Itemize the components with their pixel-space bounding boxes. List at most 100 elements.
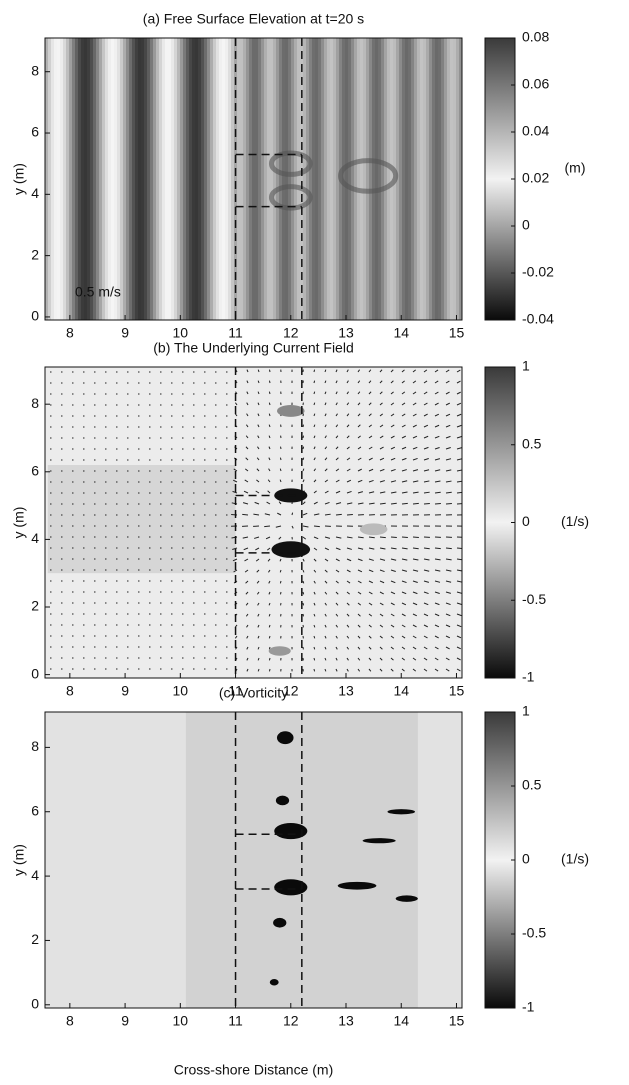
field-cell xyxy=(255,38,259,320)
vector xyxy=(255,558,260,562)
vector xyxy=(368,491,375,494)
vector xyxy=(357,547,364,550)
field-cell xyxy=(351,38,355,320)
vector xyxy=(390,668,394,672)
vector xyxy=(313,402,316,406)
vector xyxy=(434,547,441,550)
vector xyxy=(379,457,385,461)
vector xyxy=(357,536,364,539)
vector xyxy=(346,468,351,472)
x-tick-label: 10 xyxy=(173,683,189,699)
vector xyxy=(401,569,408,572)
field-cell xyxy=(264,38,268,320)
vector xyxy=(456,447,462,450)
vector xyxy=(256,468,260,472)
vector xyxy=(324,569,328,573)
field-cell xyxy=(165,38,169,320)
vector xyxy=(232,547,238,550)
vector xyxy=(357,591,362,595)
field-cell xyxy=(258,38,262,320)
field-cell xyxy=(102,38,106,320)
vector xyxy=(335,646,338,650)
colorbar-tick-label: 0.02 xyxy=(522,170,549,186)
vector xyxy=(379,435,384,439)
vector xyxy=(313,380,316,384)
vector xyxy=(401,602,407,606)
vector xyxy=(346,413,350,417)
field-cell xyxy=(126,38,130,320)
vector xyxy=(379,536,386,539)
vortex xyxy=(271,541,311,558)
field-cell xyxy=(99,38,103,320)
field-cell xyxy=(438,38,442,320)
field-cell xyxy=(231,38,235,320)
vector xyxy=(445,624,451,628)
vector xyxy=(390,624,395,628)
field-cell xyxy=(213,38,217,320)
vector xyxy=(335,413,338,417)
vector xyxy=(268,402,271,406)
vector xyxy=(390,446,396,450)
vector xyxy=(234,635,238,639)
vector xyxy=(245,613,249,617)
vector xyxy=(335,613,339,617)
vector xyxy=(335,446,339,450)
field-cell xyxy=(180,38,184,320)
vector xyxy=(434,469,441,472)
y-tick-label: 6 xyxy=(31,124,39,140)
vector xyxy=(445,413,451,417)
vector xyxy=(390,457,396,461)
field-cell xyxy=(243,38,247,320)
vector xyxy=(357,624,361,628)
vector xyxy=(434,591,440,594)
vector xyxy=(245,580,249,584)
vector xyxy=(234,624,238,628)
field-cell xyxy=(159,38,163,320)
field-cell xyxy=(156,38,160,320)
vector xyxy=(335,547,341,551)
vector xyxy=(412,380,417,384)
field-cell xyxy=(216,38,220,320)
field-cell xyxy=(354,38,358,320)
vector xyxy=(324,558,329,562)
vector xyxy=(335,391,338,395)
vector xyxy=(244,468,249,472)
vector xyxy=(456,635,462,639)
field xyxy=(45,367,462,678)
vector xyxy=(302,602,305,606)
vector xyxy=(401,536,408,538)
vector xyxy=(423,646,428,650)
colorbar-label: (1/s) xyxy=(561,851,589,867)
vector xyxy=(268,591,271,595)
vector xyxy=(313,435,316,439)
vector xyxy=(445,569,452,572)
x-axis-label: Cross-shore Distance (m) xyxy=(174,1062,333,1078)
vortex xyxy=(387,809,416,815)
vector xyxy=(368,569,374,573)
vector xyxy=(335,602,339,606)
x-tick-label: 8 xyxy=(66,325,74,341)
vector xyxy=(401,613,406,617)
field-cell xyxy=(450,38,454,320)
vector xyxy=(412,457,418,461)
vector xyxy=(313,646,316,650)
vector xyxy=(357,424,361,428)
vector xyxy=(390,413,395,417)
vector xyxy=(335,369,338,373)
vector xyxy=(324,635,327,639)
field-cell xyxy=(66,38,70,320)
field-cell xyxy=(273,38,277,320)
colorbar xyxy=(484,366,516,679)
vector xyxy=(423,413,428,417)
vector xyxy=(357,502,364,505)
vector xyxy=(423,624,428,628)
y-axis-label: y (m) xyxy=(11,507,27,539)
vector xyxy=(412,446,418,450)
vector xyxy=(302,591,305,595)
vector xyxy=(445,391,450,395)
vector xyxy=(412,558,419,561)
vector xyxy=(324,413,327,417)
colorbar-tick-label: -0.5 xyxy=(522,591,546,607)
vector xyxy=(324,424,327,428)
vector xyxy=(246,380,249,384)
